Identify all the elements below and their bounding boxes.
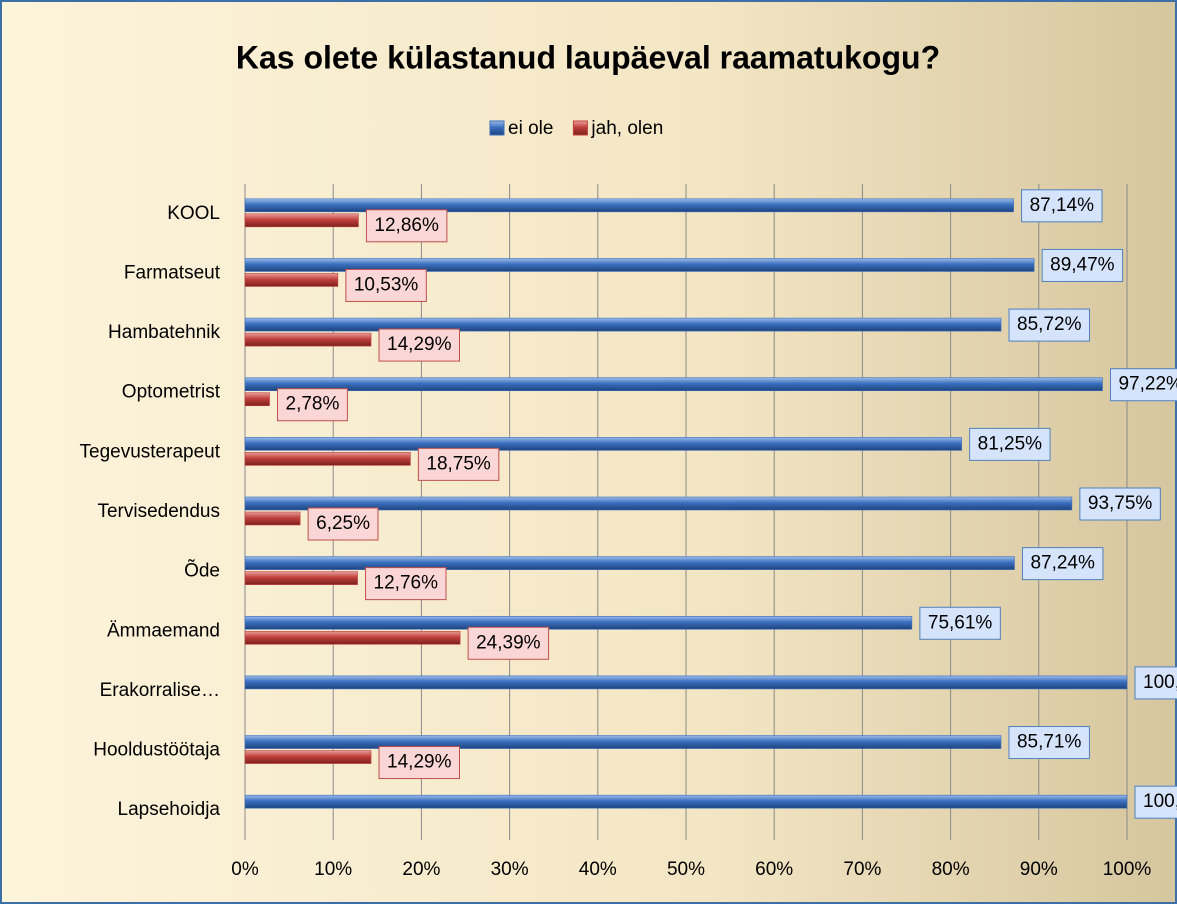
- bar: [244, 750, 372, 764]
- value-label: 12,86%: [374, 215, 439, 236]
- bar: [244, 392, 270, 407]
- value-label-box: [1134, 666, 1177, 700]
- bar: [244, 213, 359, 228]
- bar: [244, 452, 411, 466]
- value-label-box: [307, 507, 379, 541]
- value-label: 12,76%: [374, 573, 439, 594]
- value-label-box: [1079, 487, 1161, 521]
- value-label-box: [378, 328, 460, 362]
- value-label: 85,72%: [1017, 314, 1082, 335]
- bar: [244, 317, 1002, 332]
- chart-title: Kas olete külastanud laupäeval raamatuko…: [236, 39, 940, 75]
- x-tick-label: 30%: [491, 859, 529, 880]
- value-label-box: [1109, 368, 1177, 402]
- value-label: 10,53%: [354, 274, 419, 295]
- value-label: 2,78%: [286, 394, 340, 415]
- value-label-box: [919, 606, 1001, 640]
- y-tick-label: Farmatseut: [124, 262, 221, 283]
- bar: [244, 675, 1128, 690]
- x-tick-label: 80%: [932, 859, 970, 880]
- x-tick-label: 100%: [1103, 859, 1152, 880]
- y-tick-label: Lapsehoidja: [118, 799, 221, 820]
- y-tick-label: Ämmaemand: [107, 620, 220, 641]
- bar: [244, 496, 1073, 511]
- x-tick-label: 90%: [1020, 859, 1058, 880]
- value-label: 6,25%: [316, 513, 370, 534]
- value-label: 100,00%: [1143, 791, 1177, 812]
- bar: [244, 198, 1014, 213]
- y-tick-label: Erakorralise…: [100, 680, 220, 701]
- value-label-box: [417, 447, 500, 481]
- value-label: 87,24%: [1030, 553, 1095, 574]
- bar: [244, 377, 1103, 392]
- value-label-box: [1041, 248, 1124, 282]
- value-label-box: [969, 427, 1051, 461]
- value-label: 14,29%: [387, 334, 452, 355]
- value-label-box: [1021, 547, 1104, 581]
- bar: [244, 332, 372, 347]
- value-label: 18,75%: [426, 453, 491, 474]
- value-label-box: [345, 268, 427, 302]
- value-label: 14,29%: [387, 752, 452, 773]
- value-label: 89,47%: [1050, 254, 1115, 275]
- y-tick-label: Õde: [184, 560, 220, 582]
- bar: [244, 630, 461, 645]
- x-tick-label: 0%: [231, 859, 259, 880]
- value-label-box: [365, 209, 448, 243]
- bar: [244, 437, 962, 451]
- value-label: 87,14%: [1030, 195, 1095, 216]
- x-tick-label: 60%: [755, 859, 793, 880]
- value-label: 100,00%: [1143, 672, 1177, 693]
- x-tick-label: 10%: [314, 859, 352, 880]
- bar: [244, 615, 913, 630]
- value-label-box: [277, 388, 348, 422]
- bar: [244, 273, 339, 287]
- value-label: 93,75%: [1088, 493, 1153, 514]
- value-label-box: [1008, 726, 1090, 760]
- bar: [244, 511, 301, 526]
- value-label: 75,61%: [928, 612, 993, 633]
- value-label-box: [1008, 308, 1091, 342]
- value-label-box: [467, 626, 550, 660]
- value-label: 85,71%: [1017, 732, 1082, 753]
- x-tick-label: 20%: [402, 859, 440, 880]
- x-tick-label: 70%: [843, 859, 881, 880]
- bar: [244, 571, 358, 585]
- y-tick-label: Tervisedendus: [97, 501, 220, 522]
- value-label-box: [1134, 785, 1177, 819]
- value-label: 81,25%: [978, 433, 1043, 454]
- bar: [244, 258, 1035, 272]
- value-label: 97,22%: [1118, 374, 1177, 395]
- y-tick-label: Hambatehnik: [108, 322, 220, 343]
- legend-label: ei ole: [508, 118, 553, 139]
- bar: [244, 735, 1002, 749]
- value-label-box: [1021, 189, 1103, 223]
- x-tick-label: 50%: [667, 859, 705, 880]
- bar: [244, 794, 1128, 809]
- value-label-box: [378, 746, 460, 780]
- bar: [244, 556, 1015, 570]
- x-tick-label: 40%: [579, 859, 617, 880]
- value-label-box: [365, 567, 447, 601]
- y-tick-label: Optometrist: [122, 382, 221, 403]
- legend-swatch: [489, 120, 505, 136]
- legend-swatch: [572, 120, 588, 136]
- y-tick-label: KOOL: [167, 203, 220, 224]
- value-label: 24,39%: [476, 632, 541, 653]
- y-tick-label: Hooldustöötaja: [93, 740, 220, 761]
- legend-label: jah, olen: [590, 118, 663, 139]
- y-tick-label: Tegevusterapeut: [80, 441, 221, 462]
